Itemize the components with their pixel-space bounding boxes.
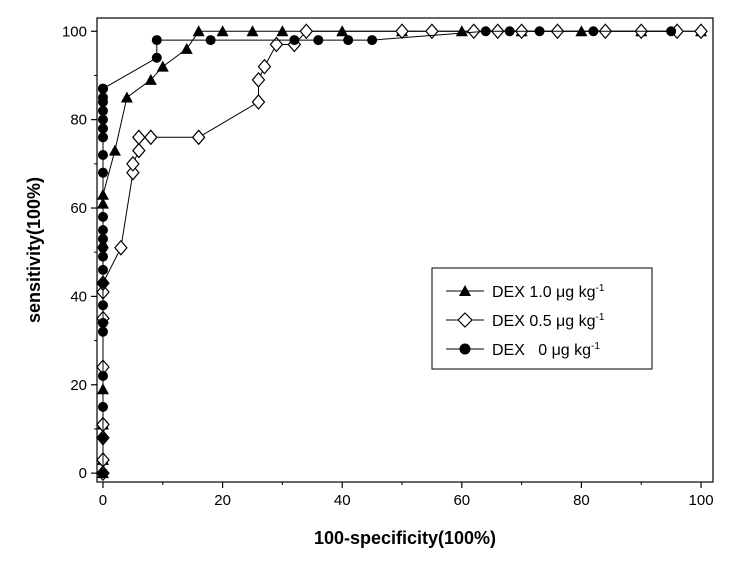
data-point-circle bbox=[97, 92, 108, 103]
y-tick-label: 80 bbox=[70, 112, 87, 129]
y-tick-label: 60 bbox=[70, 200, 87, 217]
data-point-triangle bbox=[575, 25, 588, 37]
data-point-circle bbox=[97, 132, 108, 143]
y-axis-ticks: 0 20 40 60 80 100 bbox=[62, 23, 97, 482]
y-tick-label: 100 bbox=[62, 23, 87, 40]
data-point-triangle bbox=[144, 73, 157, 85]
data-point-triangle bbox=[180, 42, 193, 54]
data-point-triangle bbox=[216, 25, 229, 37]
data-point-circle bbox=[313, 35, 324, 46]
data-point-circle bbox=[97, 317, 108, 328]
data-point-circle bbox=[97, 278, 108, 289]
series-line bbox=[102, 30, 701, 474]
data-point-diamond bbox=[144, 129, 158, 146]
data-point-circle bbox=[97, 83, 108, 94]
x-tick-label: 80 bbox=[573, 492, 590, 509]
y-tick-label: 0 bbox=[79, 465, 87, 482]
data-point-triangle bbox=[156, 60, 169, 72]
data-point-circle bbox=[666, 26, 677, 37]
data-point-circle bbox=[97, 225, 108, 236]
series-2 bbox=[97, 26, 677, 479]
data-point-circle bbox=[480, 26, 491, 37]
data-point-triangle bbox=[336, 25, 349, 37]
data-point-diamond bbox=[269, 36, 284, 53]
x-tick-label: 100 bbox=[689, 492, 714, 509]
legend-label-dex-0.5: DEX 0.5 μg kg-1 bbox=[492, 312, 605, 330]
data-point-diamond bbox=[257, 58, 272, 75]
data-point-diamond bbox=[191, 129, 206, 146]
data-point-circle bbox=[97, 264, 108, 275]
legend-marker-circle bbox=[459, 343, 471, 355]
data-point-diamond bbox=[694, 23, 708, 40]
data-point-circle bbox=[97, 105, 108, 116]
data-point-circle bbox=[97, 114, 108, 125]
series-line bbox=[102, 30, 672, 474]
series-0 bbox=[96, 25, 708, 479]
data-point-circle bbox=[343, 35, 354, 46]
legend: DEX 1.0 μg kg-1 DEX 0.5 μg kg-1 DEX 0 μg… bbox=[431, 267, 653, 370]
data-point-circle bbox=[151, 52, 162, 63]
data-point-circle bbox=[97, 432, 108, 443]
y-axis-title: sensitivity(100%) bbox=[24, 177, 44, 323]
y-tick-label: 40 bbox=[70, 288, 87, 305]
data-point-diamond bbox=[114, 239, 128, 256]
data-point-circle bbox=[534, 26, 545, 37]
legend-marker-diamond bbox=[457, 312, 473, 328]
x-tick-label: 20 bbox=[214, 492, 231, 509]
x-tick-label: 0 bbox=[99, 492, 107, 509]
data-point-circle bbox=[97, 326, 108, 337]
data-point-triangle bbox=[455, 25, 468, 37]
data-point-circle bbox=[367, 35, 378, 46]
data-point-diamond bbox=[425, 23, 439, 40]
plot-frame bbox=[96, 17, 714, 483]
data-point-circle bbox=[97, 242, 108, 253]
data-point-circle bbox=[97, 370, 108, 381]
x-tick-label: 40 bbox=[334, 492, 351, 509]
data-point-circle bbox=[588, 26, 599, 37]
legend-marker-triangle bbox=[459, 285, 471, 296]
data-point-triangle bbox=[120, 91, 133, 103]
data-point-triangle bbox=[276, 25, 289, 37]
data-point-diamond bbox=[299, 23, 314, 40]
legend-label-dex-0: DEX 0 μg kg-1 bbox=[492, 341, 600, 359]
data-point-circle bbox=[151, 35, 162, 46]
data-point-circle bbox=[289, 35, 300, 46]
data-point-circle bbox=[97, 149, 108, 160]
data-point-circle bbox=[205, 35, 216, 46]
data-point-circle bbox=[97, 251, 108, 262]
x-tick-label: 60 bbox=[453, 492, 470, 509]
series-layer bbox=[96, 23, 708, 482]
data-point-diamond bbox=[466, 23, 481, 40]
y-tick-label: 20 bbox=[70, 377, 87, 394]
data-point-diamond bbox=[251, 94, 266, 110]
data-point-diamond bbox=[132, 142, 146, 159]
data-point-circle bbox=[97, 300, 108, 311]
data-point-diamond bbox=[126, 155, 140, 172]
data-point-circle bbox=[97, 401, 108, 412]
data-point-diamond bbox=[132, 129, 146, 146]
data-point-triangle bbox=[192, 25, 205, 37]
x-axis-title: 100-specificity(100%) bbox=[314, 528, 496, 548]
data-point-circle bbox=[97, 211, 108, 222]
data-point-triangle bbox=[246, 25, 259, 37]
data-point-circle bbox=[97, 123, 108, 134]
data-point-diamond bbox=[251, 71, 266, 88]
data-point-diamond bbox=[126, 164, 140, 181]
x-axis-ticks: 0 20 40 60 80 100 bbox=[99, 482, 714, 509]
data-point-triangle bbox=[108, 144, 121, 156]
legend-label-dex-1.0: DEX 1.0 μg kg-1 bbox=[492, 283, 605, 301]
data-point-circle bbox=[97, 167, 108, 178]
data-point-circle bbox=[504, 26, 515, 37]
data-point-circle bbox=[97, 233, 108, 244]
series-line bbox=[102, 30, 701, 474]
series-1 bbox=[96, 23, 708, 482]
data-point-circle bbox=[97, 468, 108, 479]
